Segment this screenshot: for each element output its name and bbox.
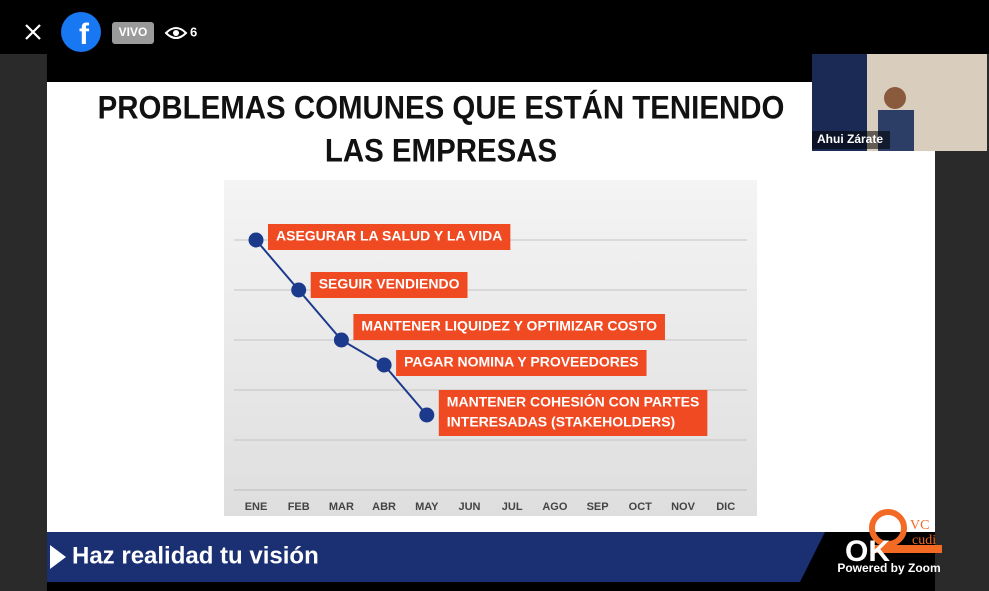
svg-text:f: f [79,18,90,51]
powered-by: Powered by Zoom [837,561,940,575]
annotation-box [353,314,665,340]
x-tick-label: MAR [329,501,354,513]
viewer-count: 6 [190,24,197,39]
annotation-text: INTERESADAS (STAKEHOLDERS) [447,414,675,430]
x-tick-label: DIC [716,501,735,513]
participant-tile[interactable] [812,54,987,151]
data-point [419,407,435,423]
x-tick-label: SEP [587,501,609,513]
live-label: VIVO [119,25,148,39]
top-bar [0,0,989,54]
annotation-box [396,350,647,376]
annotation-text: SEGUIR VENDIENDO [319,276,460,292]
facebook-logo[interactable]: f [61,12,101,52]
x-tick-label: ABR [372,501,396,513]
annotation-box [438,390,708,436]
data-point [376,357,392,373]
live-badge [112,22,154,44]
x-tick-label: FEB [288,501,310,513]
slide-title: PROBLEMAS COMUNES QUE ESTÁN TENIENDO [98,89,785,125]
slide-title: LAS EMPRESAS [325,132,557,168]
banner-text: Haz realidad tu visión [72,542,319,569]
x-tick-label: JUN [458,501,480,513]
banner [47,532,825,582]
x-tick-label: NOV [671,501,696,513]
annotation-box [268,224,511,250]
x-tick-label: ENE [245,501,268,513]
annotation-text: MANTENER LIQUIDEZ Y OPTIMIZAR COSTO [361,318,657,334]
x-tick-label: MAY [415,501,439,513]
data-point [333,332,349,348]
participant-name: Ahui Zárate [817,132,883,146]
logo-text: VC [910,518,929,533]
annotation-text: MANTENER COHESIÓN CON PARTES [447,393,700,410]
close-button[interactable] [25,24,41,40]
data-point [248,232,264,248]
x-tick-label: OCT [629,501,653,513]
annotation-box [310,272,468,298]
banner-arrow [50,545,66,569]
logo: OK [845,509,942,568]
data-point [291,282,307,298]
x-tick-label: JUL [502,501,523,513]
logo-text: cudi [912,533,936,548]
svg-text:OK: OK [845,535,890,568]
x-tick-label: AGO [542,501,568,513]
annotation-text: PAGAR NOMINA Y PROVEEDORES [404,354,638,370]
viewers-icon [164,27,188,39]
chart: ENE FEB MAR ABR MAY JUN JUL AGO SEP OCT NOV DIC ASEG… [234,224,747,513]
annotation-text: ASEGURAR LA SALUD Y LA VIDA [276,228,502,244]
